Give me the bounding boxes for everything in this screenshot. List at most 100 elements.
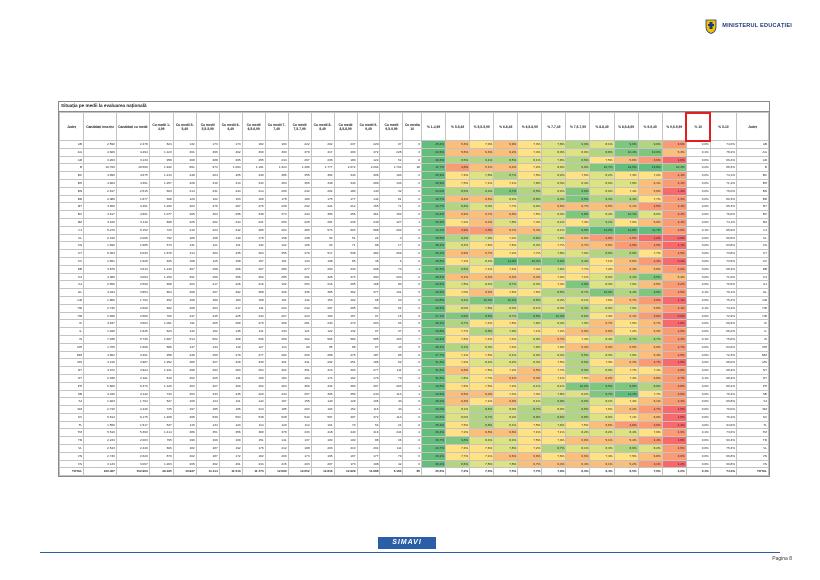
table-cell: 166 [241,194,266,204]
table-cell: 7,4% [469,319,495,329]
table-cell: 239 [333,217,358,227]
table-cell: BT [736,202,769,212]
table-cell: 288 [195,155,220,165]
table-cell: 285 [241,225,266,235]
table-cell: 7,4% [613,373,639,383]
table-cell: 958 [148,350,174,360]
table-cell: 141 [264,436,289,446]
table-cell: AG [58,147,85,157]
table-cell: IF [736,319,769,329]
table-cell: 7,3% [517,140,543,149]
table-cell: 6,7% [469,249,495,258]
table-cell: 1 [402,217,423,227]
table-cell: 179 [356,373,381,383]
table-cell: 1.468 [148,412,174,422]
table-cell: MS [736,358,769,368]
table-cell: 9,0% [565,140,591,149]
table-cell: 6,1% [493,373,519,383]
table-cell: 71 [333,241,358,251]
table-cell: 180 [333,155,358,165]
table-cell: 73,8% [709,249,738,258]
table-cell: TR [736,436,769,446]
table-cell: 9,4% [445,295,471,305]
table-cell: 7,1% [469,264,495,274]
table-cell: VS [736,459,769,469]
table-cell: 131 [241,327,266,336]
table-cell: 100 [333,436,358,446]
table-cell: 8,8% [469,420,495,430]
table-cell: 3,2% [661,280,687,290]
table-cell: 2.449 [115,444,150,453]
table-cell: 808 [148,217,174,227]
table-cell: 313 [310,366,335,375]
table-cell: 9,8% [445,436,471,446]
table-cell: 11,1% [613,389,639,399]
table-row: DB 3.876 3.613 1.140 307 258 266 267 286 277 260 23… [58,264,769,274]
table-cell: 253 [264,217,289,227]
table-cell: 21 [379,420,404,430]
table-cell: 6,4% [613,264,639,274]
table-cell: 158 [264,233,289,243]
column-header: Cu media 10 [402,112,423,141]
table-cell: 7,1% [589,256,615,266]
table-row: SV 6.514 6.175 1.468 495 539 504 548 528 542 567 49… [58,412,769,422]
table-cell: 4,6% [613,420,639,430]
ministry-name: MINISTERUL EDUCAȚIEI [722,23,792,29]
column-header: % 8,5-8,99 [613,112,639,141]
table-cell: 281 [310,217,335,227]
table-cell: 187 [356,350,381,360]
table-cell: 7,9% [613,303,639,313]
table-cell: 97 [379,140,404,149]
table-cell: 6,9% [493,140,519,149]
table-cell: 567 [310,412,335,422]
table-cell: 71,6% [709,272,738,282]
table-cell: 7,2% [445,217,471,227]
table-cell: 8,3% [589,444,615,453]
table-cell: 497 [333,412,358,422]
table-cell: 6,3% [469,272,495,282]
table-cell: 99 [287,342,312,352]
table-cell: 8,1% [517,381,543,391]
table-cell: 147 [172,342,197,352]
table-row: IL 1.940 1.845 623 142 162 145 131 133 121 122 132 9… [58,327,769,336]
table-cell: 7,5% [565,373,591,383]
table-row: BZ 3.160 3.110 808 225 202 244 231 253 228 281 239 2… [58,217,769,227]
table-cell: 8,4% [589,210,615,219]
table-cell: 1.129 [148,381,174,391]
table-cell: 40 [379,397,404,407]
table-cell: 585 [356,334,381,344]
table-cell: 7,6% [589,295,615,305]
table-cell: 7,1% [493,178,519,188]
table-cell: 8,3% [445,241,471,251]
table-cell: 606 [148,444,174,453]
table-cell: 34,7% [421,202,447,212]
column-header: Cu medii 7,5-7,99 [287,112,312,141]
table-cell: 7,2% [493,249,519,258]
table-cell: 1 [402,381,423,391]
table-cell: 548 [241,412,266,422]
table-cell: 2 [402,178,423,188]
table-cell: 6.514 [83,412,117,422]
table-cell: 7,6% [469,444,495,453]
table-cell: 3.461 [115,350,150,360]
column-header: Cu medii 8-8,49 [310,112,335,141]
table-cell: 276 [195,202,220,212]
table-cell: 152 [333,405,358,414]
table-cell: 6,4% [517,373,543,383]
table-cell: 1.940 [83,327,117,336]
column-header: Cu medii 5,5-5,99 [195,112,220,141]
table-cell: 266 [218,264,243,274]
column-header: % 7,5-7,99 [565,112,591,141]
table-cell: 122 [195,194,220,204]
table-cell: 196 [172,436,197,446]
table-cell: 11,0% [493,256,519,266]
table-cell: 0,0% [685,272,711,282]
table-cell: 307 [356,381,381,391]
table-cell: 31,6% [421,264,447,274]
table-cell: 7,2% [613,327,639,336]
table-cell: 225 [172,217,197,227]
table-cell: 0,0% [685,241,711,251]
table-cell: 170 [333,459,358,469]
table-cell: 28,4% [421,272,447,282]
table-cell: 64 [379,319,404,329]
